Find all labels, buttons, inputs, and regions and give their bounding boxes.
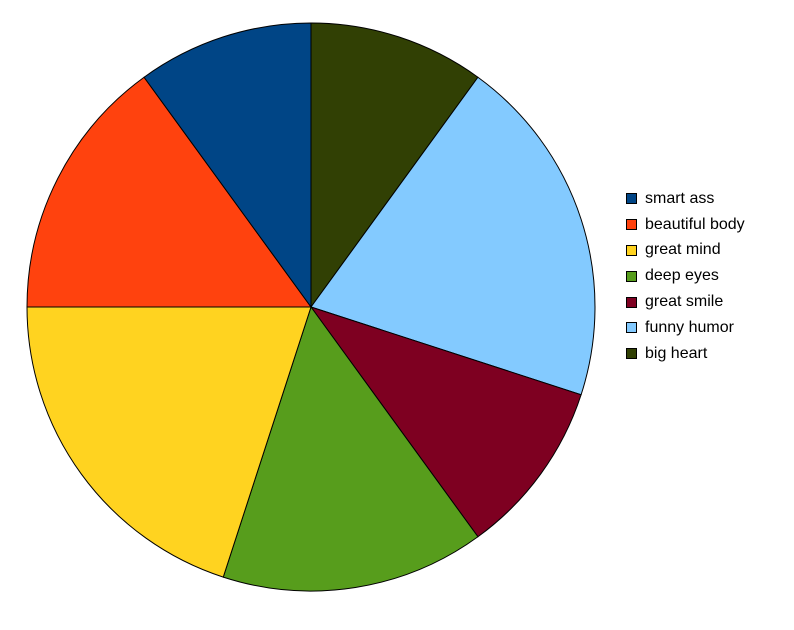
legend-item-beautiful-body: beautiful body xyxy=(626,212,745,238)
legend-swatch xyxy=(626,244,637,256)
legend-swatch xyxy=(626,193,637,205)
legend-swatch xyxy=(626,219,637,231)
pie-slice-great-smile xyxy=(309,306,582,538)
legend-label: great mind xyxy=(645,241,721,259)
legend-label: great smile xyxy=(645,293,724,311)
legend-item-deep-eyes: deep eyes xyxy=(626,263,745,289)
legend-swatch xyxy=(626,270,637,282)
legend-label: funny humor xyxy=(645,318,734,336)
legend-swatch xyxy=(626,322,637,334)
legend-label: deep eyes xyxy=(645,267,719,285)
legend-label: smart ass xyxy=(645,189,715,207)
pie-slice-deep-eyes xyxy=(222,305,479,592)
legend-swatch xyxy=(626,296,637,308)
legend-item-great-mind: great mind xyxy=(626,238,745,264)
pie-slice-beautiful-body xyxy=(26,76,312,308)
chart-legend: smart ass beautiful body great mind deep… xyxy=(626,186,745,367)
legend-item-great-smile: great smile xyxy=(626,289,745,315)
legend-item-big-heart: big heart xyxy=(626,341,745,367)
pie-slice-great-mind xyxy=(26,306,312,578)
pie-slices xyxy=(26,22,596,592)
legend-label: big heart xyxy=(645,344,708,362)
pie-slice-smart-ass xyxy=(143,22,312,309)
legend-swatch xyxy=(626,348,637,360)
pie-slice-funny-humor xyxy=(310,76,596,396)
legend-label: beautiful body xyxy=(645,215,745,233)
pie-slice-big-heart xyxy=(310,22,479,309)
legend-item-funny-humor: funny humor xyxy=(626,315,745,341)
legend-item-smart-ass: smart ass xyxy=(626,186,745,212)
